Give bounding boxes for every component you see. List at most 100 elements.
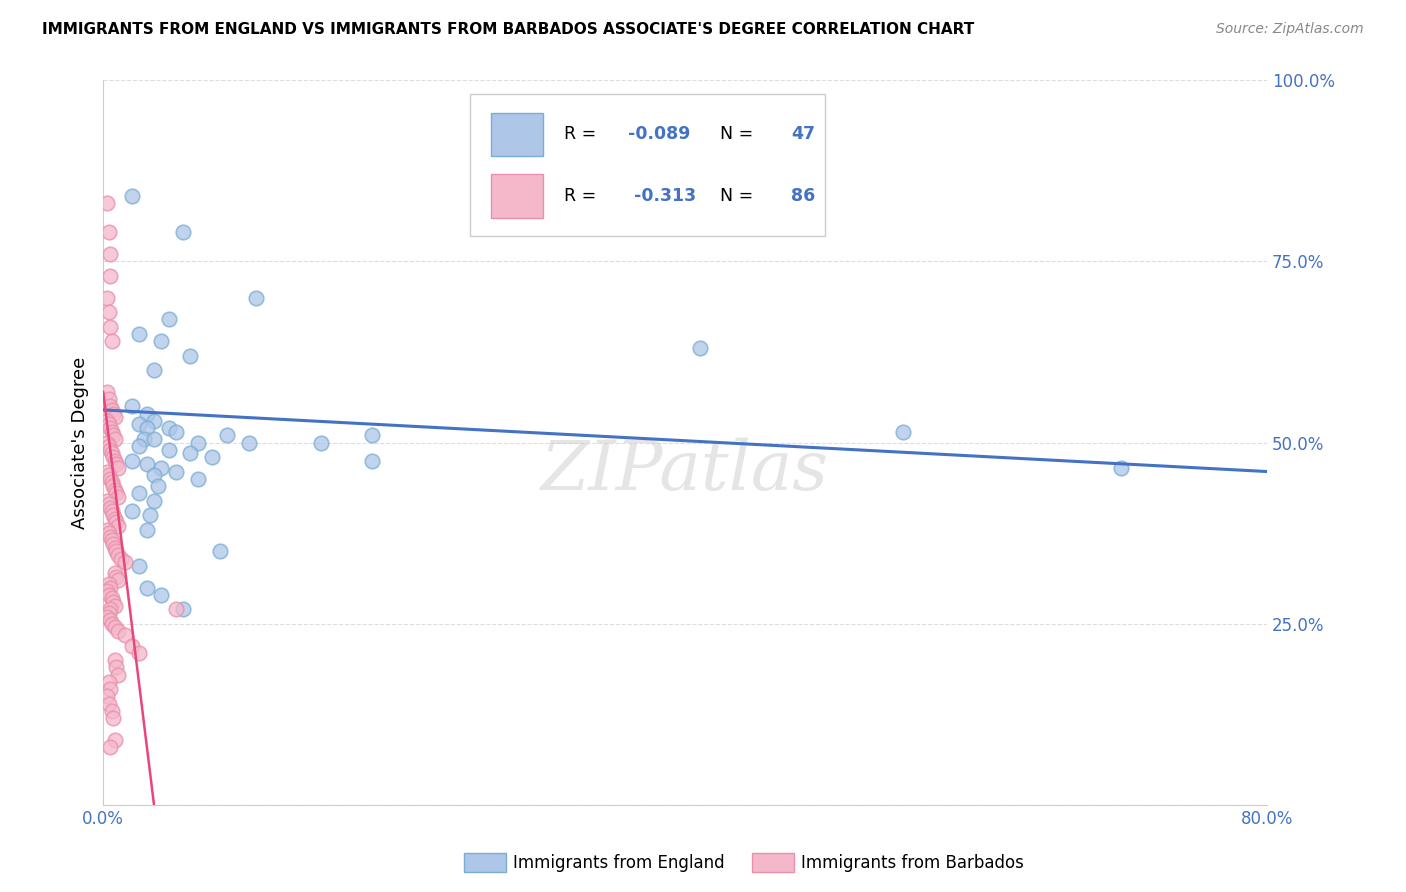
Point bbox=[100, 500, 122, 515]
Point bbox=[100, 247, 122, 261]
Point bbox=[128, 417, 150, 432]
Point bbox=[114, 628, 136, 642]
Point bbox=[104, 620, 127, 634]
Point bbox=[97, 439, 120, 453]
Text: IMMIGRANTS FROM ENGLAND VS IMMIGRANTS FROM BARBADOS ASSOCIATE'S DEGREE CORRELATI: IMMIGRANTS FROM ENGLAND VS IMMIGRANTS FR… bbox=[42, 22, 974, 37]
Point bbox=[150, 588, 173, 602]
Point bbox=[165, 465, 187, 479]
Point bbox=[179, 446, 201, 460]
Point bbox=[96, 196, 118, 211]
Point bbox=[107, 667, 129, 681]
Point bbox=[143, 363, 166, 377]
Point bbox=[135, 581, 157, 595]
Point bbox=[103, 508, 125, 522]
Point bbox=[101, 475, 124, 490]
Point bbox=[187, 435, 209, 450]
Point bbox=[128, 326, 150, 341]
Point bbox=[110, 551, 132, 566]
Point bbox=[96, 690, 118, 704]
Point bbox=[97, 225, 120, 239]
Point bbox=[891, 425, 914, 439]
Point bbox=[1111, 461, 1133, 475]
Point bbox=[104, 432, 127, 446]
Point bbox=[96, 493, 118, 508]
Point bbox=[104, 483, 127, 497]
Point bbox=[143, 432, 166, 446]
Point bbox=[104, 453, 127, 467]
Point bbox=[128, 486, 150, 500]
Point bbox=[96, 465, 118, 479]
Point bbox=[135, 407, 157, 421]
Point bbox=[101, 616, 124, 631]
Point bbox=[100, 740, 122, 755]
Point bbox=[105, 569, 128, 583]
Text: 47: 47 bbox=[792, 126, 815, 144]
Point bbox=[245, 291, 267, 305]
Point bbox=[107, 461, 129, 475]
Text: Immigrants from England: Immigrants from England bbox=[513, 854, 725, 871]
Point bbox=[105, 516, 128, 530]
Point bbox=[96, 584, 118, 599]
Point bbox=[105, 544, 128, 558]
Point bbox=[103, 537, 125, 551]
Point bbox=[238, 435, 260, 450]
Text: N =: N = bbox=[710, 126, 759, 144]
Point bbox=[97, 606, 120, 620]
Point bbox=[103, 428, 125, 442]
Point bbox=[104, 410, 127, 425]
Point bbox=[97, 468, 120, 483]
Point bbox=[107, 490, 129, 504]
Point bbox=[361, 453, 384, 467]
Point bbox=[150, 334, 173, 348]
Point bbox=[100, 319, 122, 334]
Point bbox=[148, 479, 170, 493]
Point bbox=[97, 526, 120, 541]
Point bbox=[96, 414, 118, 428]
Point bbox=[103, 711, 125, 725]
Text: R =: R = bbox=[564, 126, 602, 144]
Point bbox=[135, 523, 157, 537]
Point bbox=[107, 624, 129, 638]
Point bbox=[101, 334, 124, 348]
Point bbox=[100, 681, 122, 696]
Text: N =: N = bbox=[710, 187, 759, 205]
Point bbox=[121, 189, 143, 203]
Point bbox=[121, 504, 143, 518]
Point bbox=[104, 732, 127, 747]
Point bbox=[96, 609, 118, 624]
Point bbox=[143, 493, 166, 508]
Point bbox=[103, 450, 125, 464]
Text: Immigrants from Barbados: Immigrants from Barbados bbox=[801, 854, 1025, 871]
Point bbox=[157, 312, 180, 326]
Point bbox=[100, 602, 122, 616]
Point bbox=[96, 384, 118, 399]
Point bbox=[100, 442, 122, 457]
Point bbox=[100, 581, 122, 595]
Point bbox=[201, 450, 224, 464]
Point bbox=[100, 530, 122, 544]
Point bbox=[97, 577, 120, 591]
Point bbox=[107, 548, 129, 562]
Text: -0.089: -0.089 bbox=[628, 126, 690, 144]
Point bbox=[97, 392, 120, 406]
Point bbox=[104, 541, 127, 555]
Point bbox=[689, 341, 711, 355]
Point bbox=[101, 425, 124, 439]
Point bbox=[100, 613, 122, 627]
Point bbox=[97, 497, 120, 511]
Point bbox=[150, 461, 173, 475]
Point bbox=[157, 442, 180, 457]
Point bbox=[100, 268, 122, 283]
Point bbox=[172, 602, 194, 616]
Point bbox=[101, 704, 124, 718]
Text: -0.313: -0.313 bbox=[628, 187, 696, 205]
Point bbox=[104, 566, 127, 580]
Point bbox=[101, 591, 124, 606]
Point bbox=[121, 453, 143, 467]
Point bbox=[96, 435, 118, 450]
Point bbox=[311, 435, 333, 450]
Point bbox=[107, 574, 129, 588]
Point bbox=[172, 225, 194, 239]
Point bbox=[101, 403, 124, 417]
Point bbox=[101, 504, 124, 518]
